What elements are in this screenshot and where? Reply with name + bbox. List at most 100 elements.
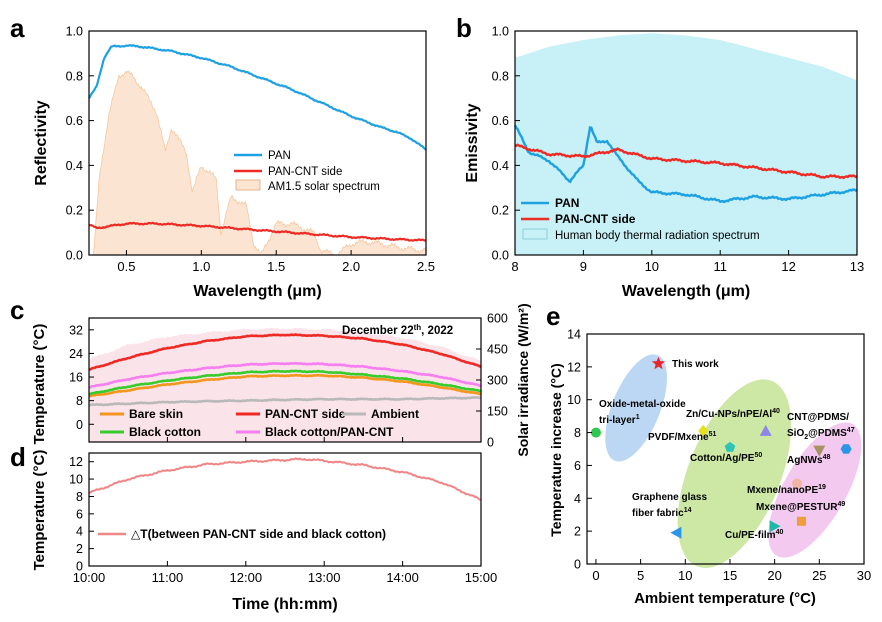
axes-frame-b — [514, 30, 858, 256]
series-delta-t — [88, 457, 482, 501]
series-pan-emissivity — [513, 124, 858, 204]
legend-c: Bare skin PAN-CNT side Ambient Black cot… — [100, 407, 419, 439]
scatter-point-zn-cu-nps-npe-al — [759, 424, 772, 436]
group-ellipse-blue — [605, 354, 667, 462]
plot-area-a — [88, 44, 427, 256]
b-xtick-label: 13 — [850, 259, 864, 274]
legend-label-pan-cnt-b: PAN-CNT side — [555, 212, 636, 226]
legend-label-pan-b: PAN — [555, 196, 579, 210]
e-ytick-label: 4 — [574, 492, 581, 506]
a-ytick-label: 0.8 — [66, 69, 83, 83]
legend-label-ambient: Ambient — [371, 407, 419, 421]
xlabel-d: Time (hh:mm) — [232, 596, 337, 613]
a-xtick-label: 0.5 — [117, 259, 135, 274]
point-label: Zn/Cu-NPs/nPE/Al40 — [686, 408, 780, 420]
panel-label-b: b — [456, 13, 472, 43]
scatter-point-cu-pe-film — [769, 520, 781, 533]
plot-area-e: This work Oxide-metal-oxide tri-layer1 Zn/C… — [590, 354, 862, 568]
ticks-e: 0 5 10 15 20 25 30 0 2 4 6 8 10 12 14 — [567, 328, 871, 584]
point-label: PVDF/Mxene51 — [648, 431, 716, 443]
c-ytick-label-right: 450 — [487, 343, 508, 357]
c-ytick-label: 16 — [69, 371, 83, 385]
ticks-d: 0 2 4 6 8 10 12 10:00 11:00 12:00 13:00 14:00 15:00 — [69, 455, 497, 585]
b-ytick-label: 0.2 — [492, 204, 509, 218]
panel-c: c 0 8 16 24 32 0 150 300 450 600 December 22th, 2… — [10, 295, 531, 457]
ticks-a: 0.5 1.0 1.5 2.0 2.5 0.0 0.2 0.4 0.6 0.8 1.0 — [66, 25, 435, 275]
legend-label-pan-cnt-a: PAN-CNT side — [268, 166, 342, 178]
a-xtick-label: 2.5 — [417, 259, 435, 274]
panel-a: a 0.5 1.0 1.5 2.0 2.5 0.0 0.2 0.4 0.6 0.8 1.0 Wave… — [10, 13, 435, 300]
scatter-point-agnws — [813, 445, 826, 457]
b-ytick-label: 0.8 — [492, 69, 509, 83]
d-xtick-label: 12:00 — [230, 570, 263, 585]
scatter-point-cotton-ag-pe — [724, 441, 736, 452]
d-ytick-label: 6 — [76, 507, 83, 521]
plot-area-b — [513, 33, 858, 256]
e-xtick-label: 5 — [637, 568, 644, 583]
a-ytick-label: 1.0 — [66, 25, 83, 39]
legend-label-thermal-b: Human body thermal radiation spectrum — [555, 230, 760, 242]
legend-a: PAN PAN-CNT side AM1.5 solar spectrum — [234, 150, 380, 193]
c-ytick-label: 0 — [76, 418, 83, 432]
d-xtick-label: 13:00 — [308, 570, 341, 585]
c-ytick-label-right: 150 — [487, 405, 508, 419]
series-human-thermal-spectrum — [515, 33, 857, 256]
ylabel-a: Reflectivity — [33, 100, 50, 185]
series-black-cotton — [88, 369, 481, 396]
b-ytick-label: 0.6 — [492, 114, 509, 128]
point-label: Mxene/nanoPE19 — [747, 484, 826, 496]
a-xtick-label: 1.5 — [267, 259, 285, 274]
series-bare-skin — [88, 373, 482, 398]
point-label: Cotton/Ag/PE50 — [690, 452, 762, 464]
b-ytick-label: 0.0 — [492, 249, 509, 263]
panel-d: d 0 2 4 6 8 10 12 10:00 11:00 12:00 13:00 14:00 15:0… — [10, 442, 497, 613]
scatter-point-graphene-glass-fiber-fabric — [670, 526, 682, 539]
c-ytick-label-right: 600 — [487, 312, 508, 326]
plot-area-d — [88, 457, 482, 501]
c-ytick-label: 24 — [69, 347, 83, 361]
panel-e: e This work Oxide-metal-oxide tri-layer1 Zn… — [546, 301, 871, 607]
b-ytick-label: 1.0 — [492, 25, 509, 39]
e-ytick-label: 2 — [574, 525, 581, 539]
panel-b: b 8 9 10 11 12 13 0.0 0.2 0.4 0.6 0.8 1.0 Wavelengt… — [456, 13, 864, 300]
e-ytick-label: 8 — [574, 426, 581, 440]
b-xtick-label: 9 — [580, 259, 587, 274]
b-xtick-label: 12 — [781, 259, 795, 274]
xlabel-a: Wavelength (μm) — [193, 283, 321, 300]
c-ytick-label-right: 0 — [487, 436, 494, 450]
point-label: Graphene glass fiber fabric14 — [632, 492, 707, 519]
point-label: AgNWs48 — [787, 454, 830, 466]
legend-label-solar-a: AM1.5 solar spectrum — [268, 181, 380, 193]
xlabel-b: Wavelength (μm) — [622, 283, 750, 300]
point-label: Oxide-metal-oxide tri-layer1 — [599, 399, 686, 426]
b-ytick-label: 0.4 — [492, 159, 509, 173]
e-ytick-label: 10 — [567, 393, 581, 407]
scatter-point-this-work — [651, 356, 666, 370]
legend-label-black-cotton-pan-cnt: Black cotton/PAN-CNT — [265, 425, 394, 439]
ylabel-d: Temperature (°C) — [31, 450, 48, 571]
scatter-point-mxene-pestur — [796, 516, 806, 526]
d-xtick-label: 14:00 — [386, 570, 419, 585]
e-xtick-label: 25 — [812, 568, 826, 583]
legend-label-pan-cnt-c: PAN-CNT side — [265, 407, 346, 421]
series-pan-cnt-emissivity — [514, 143, 858, 180]
e-ytick-label: 6 — [574, 459, 581, 473]
legend-b: PAN PAN-CNT side Human body thermal radi… — [521, 196, 760, 242]
d-ytick-label: 2 — [76, 542, 83, 556]
point-label: Cu/PE-film40 — [725, 529, 783, 541]
panel-label-d: d — [10, 442, 26, 472]
ticks-c: 0 8 16 24 32 0 150 300 450 600 — [69, 312, 508, 450]
ylabel-c: Temperature (°C) — [31, 324, 48, 445]
d-ytick-label: 12 — [69, 455, 83, 469]
d-xtick-label: 15:00 — [465, 570, 498, 585]
e-ytick-label: 0 — [574, 558, 581, 572]
plot-area-c — [88, 327, 482, 442]
d-ytick-label: 0 — [76, 560, 83, 574]
panel-label-c: c — [10, 295, 24, 325]
e-xtick-label: 10 — [678, 568, 692, 583]
point-label: This work — [672, 359, 719, 370]
e-xtick-label: 0 — [592, 568, 599, 583]
point-label: Mxene@PESTUR49 — [756, 501, 845, 513]
point-label: CNT@PDMS/SiO2@PDMS47 — [787, 412, 855, 441]
series-pan-cnt-side-temp — [88, 333, 482, 371]
